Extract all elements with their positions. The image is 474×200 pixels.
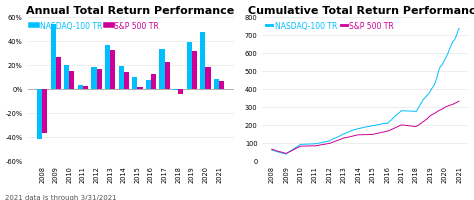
Bar [83,87,88,89]
Bar [69,71,74,89]
Bar [192,52,197,89]
Title: Cumulative Total Return Performance: Cumulative Total Return Performance [248,6,474,15]
Title: Annual Total Return Performance: Annual Total Return Performance [27,6,235,15]
Bar [205,67,210,89]
Bar [37,89,42,139]
Bar [146,80,151,89]
Bar [105,46,110,89]
Bar [151,75,156,89]
Legend: NASDAQ-100 TR, S&P 500 TR: NASDAQ-100 TR, S&P 500 TR [31,21,159,30]
Bar [56,58,61,89]
Bar [159,50,164,89]
Bar [91,68,97,89]
Bar [118,66,124,89]
Text: 2021 data is through 3/31/2021: 2021 data is through 3/31/2021 [5,194,116,200]
Bar [64,65,69,89]
Bar [173,89,178,90]
Legend: NASDAQ-100 TR, S&P 500 TR: NASDAQ-100 TR, S&P 500 TR [266,21,394,30]
Bar [178,89,183,94]
Bar [42,89,47,133]
Bar [97,70,102,89]
Bar [110,51,115,89]
Bar [51,24,56,89]
Bar [132,78,137,89]
Bar [201,32,205,89]
Bar [214,80,219,89]
Bar [78,86,83,89]
Bar [137,88,143,89]
Bar [124,73,129,89]
Bar [219,82,224,89]
Bar [164,63,170,89]
Bar [187,43,192,89]
